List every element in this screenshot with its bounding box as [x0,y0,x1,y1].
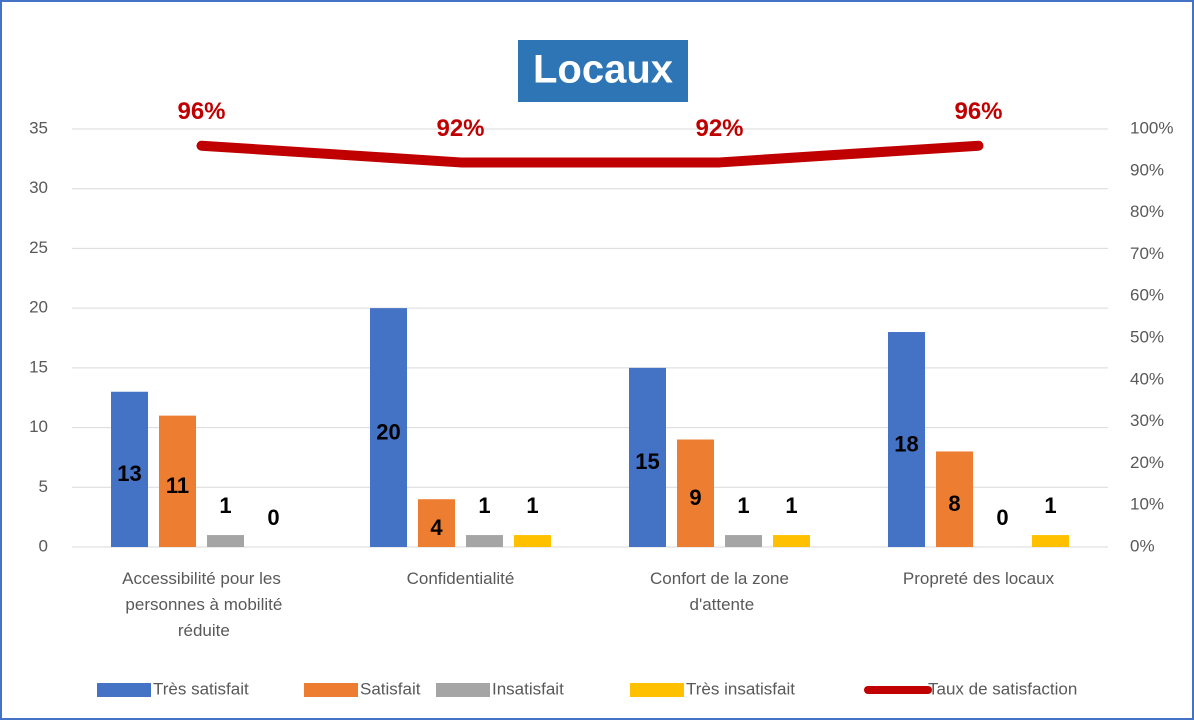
y2-tick-label: 20% [1130,453,1164,472]
legend-label: Taux de satisfaction [928,679,1077,698]
data-label: 11 [166,473,189,498]
data-label: 1 [785,493,797,518]
bar [677,439,714,547]
y-tick-label: 35 [29,118,48,137]
y2-tick-label: 60% [1130,286,1164,305]
y2-tick-label: 0% [1130,536,1155,555]
legend-label: Très satisfait [153,679,249,698]
data-label: 4 [430,515,443,540]
y2-tick-label: 30% [1130,411,1164,430]
bar [773,535,810,547]
x-tick-label: Confort de la zone d'attente [650,569,789,614]
bar [370,308,407,547]
data-label: 92% [436,115,484,142]
y-tick-label: 10 [29,417,48,436]
bar [936,451,973,547]
x-tick-label: Accessibilité pour les personnes à mobil… [121,569,283,640]
bar [159,415,196,547]
y-tick-label: 20 [29,298,48,317]
y2-tick-label: 10% [1130,495,1164,514]
x-tick-label: Propreté des locaux [903,569,1055,588]
data-label: 96% [954,98,1002,125]
y2-tick-label: 40% [1130,369,1164,388]
bar [207,535,244,547]
data-label: 0 [267,505,279,530]
data-label: 92% [695,115,743,142]
legend-label: Très insatisfait [686,679,795,698]
y-tick-label: 5 [39,477,48,496]
bar [111,391,148,547]
y2-tick-label: 50% [1130,327,1164,346]
data-label: 1 [526,493,538,518]
data-label: 9 [689,485,701,510]
legend-swatch [436,683,490,697]
data-label: 18 [894,431,918,456]
data-label: 1 [478,493,490,518]
bar [514,535,551,547]
legend-label: Insatisfait [492,679,564,698]
legend-swatch [630,683,684,697]
bar [888,332,925,547]
x-tick-label: Confidentialité [407,569,515,588]
y-tick-label: 25 [29,238,48,257]
bar [418,499,455,547]
y-tick-label: 15 [29,357,48,376]
y2-tick-label: 100% [1130,118,1173,137]
data-label: 1 [737,493,749,518]
data-label: 96% [177,98,225,125]
legend-swatch [304,683,358,697]
bar [1032,535,1069,547]
bar [466,535,503,547]
data-label: 1 [1044,493,1056,518]
data-label: 1 [219,493,231,518]
data-label: 8 [948,491,960,516]
legend-swatch [97,683,151,697]
y-tick-label: 30 [29,178,48,197]
title-box [518,40,688,102]
data-label: 0 [996,505,1008,530]
line [196,140,984,168]
bar [629,367,666,547]
chart-title: Locaux [533,48,673,92]
bar [725,535,762,547]
y2-tick-label: 80% [1130,202,1164,221]
data-label: 13 [117,461,141,486]
y2-tick-label: 90% [1130,160,1164,179]
data-label: 15 [635,449,659,474]
y-tick-label: 0 [39,536,48,555]
legend-label: Satisfait [360,679,421,698]
data-label: 20 [376,419,400,444]
y2-tick-label: 70% [1130,244,1164,263]
